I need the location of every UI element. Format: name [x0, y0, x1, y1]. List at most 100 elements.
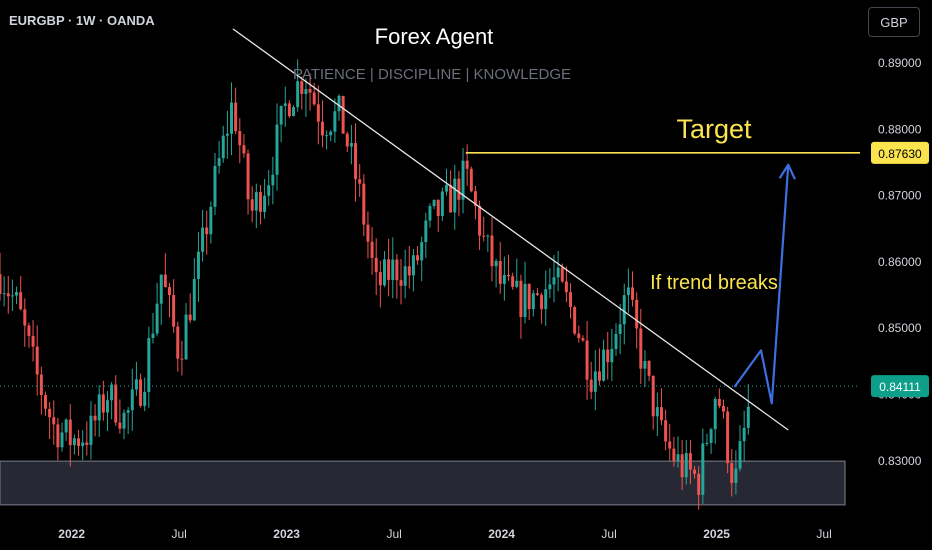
candle-body	[60, 432, 64, 448]
candle-body	[143, 391, 147, 406]
candle-body	[89, 415, 93, 445]
candle-body	[64, 419, 68, 433]
candle-body	[242, 145, 246, 154]
candle-body	[705, 442, 709, 444]
candle-body	[35, 346, 39, 375]
currency-button[interactable]: GBP	[868, 7, 920, 37]
candle-body	[709, 429, 713, 443]
candle-body	[188, 314, 192, 321]
candle-body	[494, 261, 498, 267]
candle-body	[411, 255, 415, 276]
candle-body	[556, 267, 560, 278]
candle-body	[523, 283, 527, 317]
candle-body	[515, 280, 519, 287]
candle-body	[469, 168, 473, 192]
candle-body	[535, 293, 539, 295]
candle-body	[139, 379, 143, 406]
candle-body	[684, 453, 688, 478]
candle-body	[564, 281, 568, 293]
candle-body	[110, 384, 114, 401]
candle-body	[527, 283, 531, 310]
candle-body	[606, 349, 610, 363]
candle-body	[659, 407, 663, 421]
candle-body	[130, 389, 134, 411]
candle-body	[701, 443, 705, 495]
candle-body	[230, 102, 234, 134]
candle-body	[275, 124, 279, 175]
candle-body	[676, 454, 680, 461]
candle-body	[52, 417, 56, 425]
candle-body	[250, 199, 254, 211]
candle-body	[382, 259, 386, 286]
annotation-title: Forex Agent	[375, 24, 494, 49]
candle-body	[432, 199, 436, 207]
candle-body	[428, 206, 432, 221]
candle-body	[746, 406, 750, 428]
candle-body	[48, 408, 52, 418]
y-tick-label: 0.89000	[878, 56, 922, 70]
candle-body	[23, 309, 27, 326]
candle-body	[333, 111, 337, 132]
candle-body	[585, 340, 589, 380]
candle-body	[172, 294, 176, 327]
candle-body	[581, 338, 585, 341]
candle-body	[738, 441, 742, 469]
candle-body	[717, 398, 721, 407]
candle-body	[498, 261, 502, 284]
candle-body	[420, 242, 424, 261]
candle-body	[618, 324, 622, 334]
candle-body	[643, 361, 647, 369]
x-tick-label: Jul	[171, 527, 186, 541]
candle-body	[10, 295, 14, 297]
x-tick-label: Jul	[386, 527, 401, 541]
target-price-tag	[871, 141, 929, 164]
candle-body	[97, 394, 101, 421]
candle-body	[399, 280, 403, 286]
candle-body	[589, 379, 593, 392]
candle-body	[424, 220, 428, 243]
candle-body	[325, 135, 329, 137]
candle-body	[267, 185, 271, 196]
candle-body	[184, 314, 188, 360]
candle-body	[482, 235, 486, 237]
projection-arrow-head	[778, 163, 796, 180]
candle-body	[221, 135, 225, 159]
last-price-label: 0.84111	[879, 380, 921, 394]
candle-body	[2, 293, 6, 295]
candle-body	[192, 278, 196, 321]
candle-body	[147, 338, 151, 392]
candle-body	[734, 468, 738, 483]
candle-body	[680, 454, 684, 478]
candle-body	[407, 266, 411, 276]
candle-body	[163, 274, 167, 288]
x-tick-label: 2025	[703, 527, 730, 541]
candle-body	[664, 420, 668, 442]
x-tick-label: Jul	[601, 527, 616, 541]
candle-body	[205, 227, 209, 235]
candle-body	[101, 394, 105, 413]
candle-body	[337, 95, 341, 112]
annotation-target-label: Target	[676, 114, 752, 144]
candle-body	[540, 294, 544, 310]
candle-body	[106, 400, 109, 413]
candle-body	[263, 195, 267, 212]
candle-body	[507, 274, 510, 277]
candle-body	[362, 183, 366, 225]
candle-body	[544, 289, 548, 310]
candle-body	[593, 371, 597, 392]
candle-body	[271, 174, 275, 186]
candle-body	[395, 259, 399, 281]
candle-body	[209, 206, 213, 235]
y-tick-label: 0.85000	[878, 321, 922, 335]
x-tick-label: 2022	[58, 527, 85, 541]
candle-body	[655, 407, 659, 417]
candle-body	[354, 143, 358, 180]
candle-body	[316, 104, 320, 122]
candle-body	[531, 293, 535, 310]
candle-body	[519, 280, 523, 317]
trendline	[232, 28, 789, 431]
candle-body	[201, 227, 205, 252]
candle-body	[622, 295, 626, 325]
